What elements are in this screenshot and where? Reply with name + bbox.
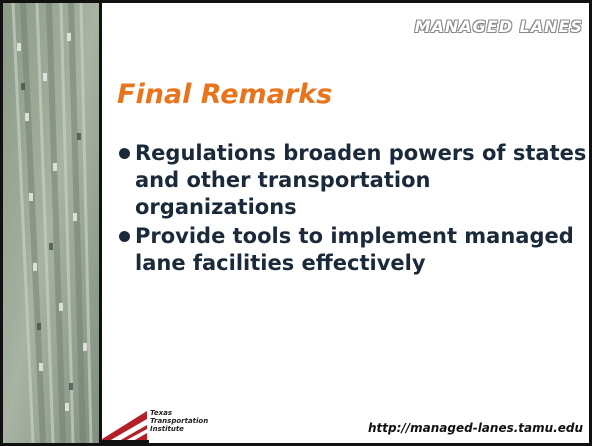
divider bbox=[99, 3, 102, 443]
brand: MANAGED LANES bbox=[415, 17, 583, 36]
logo-mark bbox=[99, 403, 149, 443]
logo-text: Institute bbox=[150, 425, 184, 433]
highway-photo bbox=[3, 3, 99, 443]
logo-text: Texas bbox=[150, 409, 172, 417]
bullet-list: Regulations broaden powers of states and… bbox=[117, 140, 587, 279]
slide-title: Final Remarks bbox=[117, 79, 332, 110]
bullet: Provide tools to implement managed lane … bbox=[117, 223, 587, 277]
footer-url: http://managed-lanes.tamu.edu bbox=[368, 421, 583, 435]
bullet: Regulations broaden powers of states and… bbox=[117, 140, 587, 221]
logo-text: Transportation bbox=[150, 417, 208, 425]
slide: MANAGED LANES Final Remarks Regulations … bbox=[0, 0, 592, 446]
